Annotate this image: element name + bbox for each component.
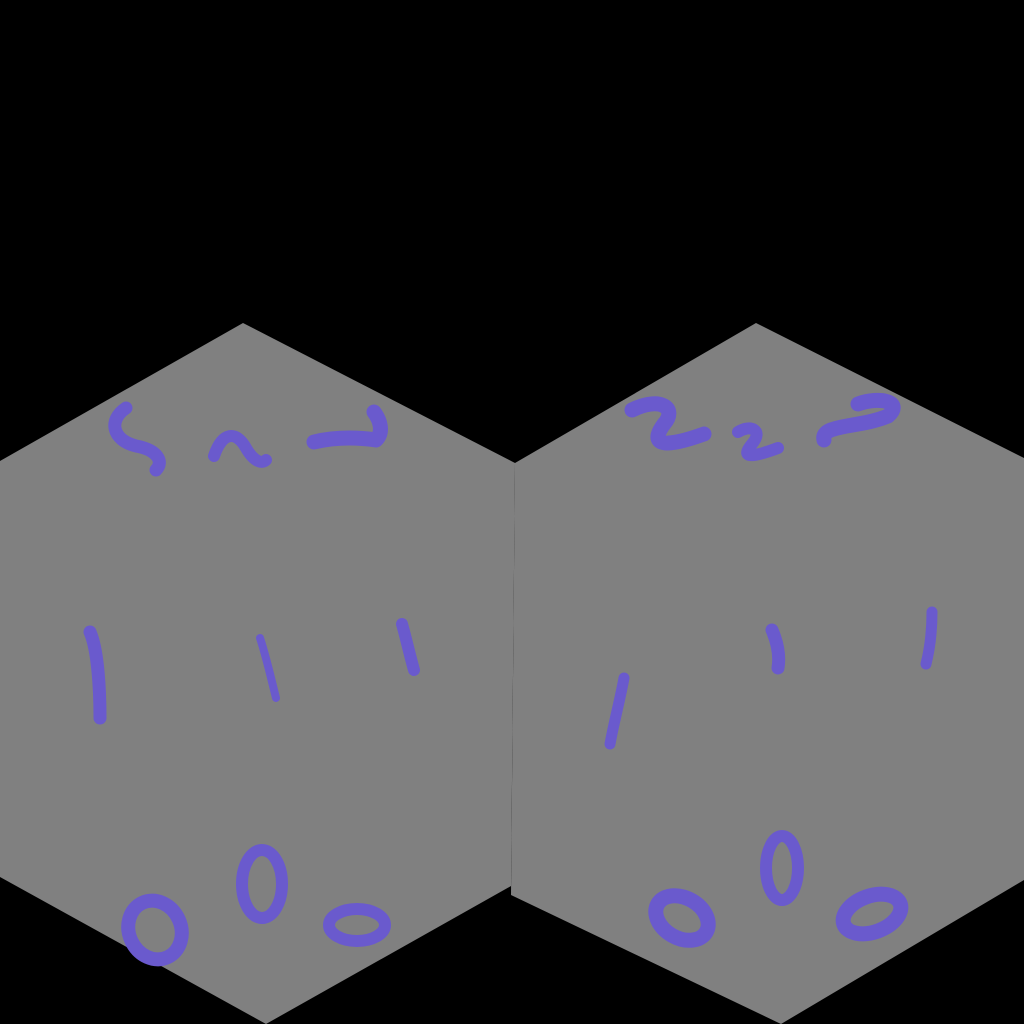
glyph-zero-right-a	[648, 888, 716, 948]
glyph-seven-left	[306, 404, 388, 450]
glyph-zero-left-a	[121, 893, 189, 967]
glyph-one-left-a	[83, 625, 107, 725]
glyph-two-right-c	[816, 392, 901, 448]
hex-tile-right	[511, 323, 1024, 1024]
hex-tile-left	[0, 323, 515, 1024]
glyph-one-right-a	[604, 672, 630, 750]
glyph-one-left-c	[396, 618, 420, 676]
hex-face-right	[511, 323, 1024, 1024]
hex-face-left	[0, 323, 515, 1024]
glyph-one-right-c	[920, 606, 938, 670]
glyph-one-right-b	[765, 623, 786, 675]
glyph-two-right-b	[732, 422, 784, 462]
glyph-five-left	[108, 401, 166, 477]
glyph-two-right-a	[624, 396, 712, 451]
glyph-two-left	[208, 430, 272, 468]
glyph-one-left-b	[256, 634, 280, 702]
glyph-zero-right-c	[835, 886, 909, 942]
ink-glyphs-left	[83, 401, 420, 967]
ink-glyphs-right	[604, 392, 938, 948]
glyph-zero-left-c	[323, 903, 391, 947]
glyph-zero-left-b	[236, 844, 288, 924]
glyph-zero-right-b	[760, 830, 804, 906]
